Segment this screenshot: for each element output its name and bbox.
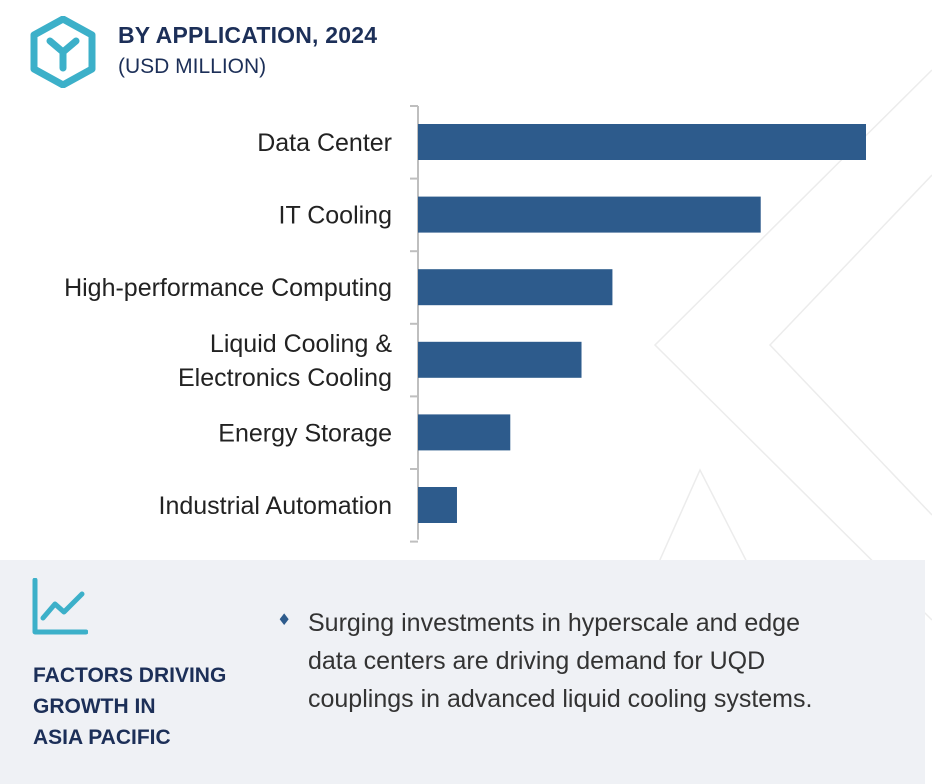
- trend-chart-icon: [32, 578, 88, 635]
- category-labels: Data Center IT Cooling High-performance Co…: [64, 129, 392, 520]
- bars: [418, 124, 866, 523]
- bar: [418, 487, 457, 523]
- category-label: Industrial Automation: [159, 492, 392, 520]
- category-label: Energy Storage: [218, 419, 392, 447]
- bar: [418, 269, 613, 306]
- bar-chart: Data Center IT Cooling High-performance Co…: [64, 105, 866, 543]
- y-axis: [410, 105, 419, 543]
- category-label: Liquid Cooling &: [210, 330, 392, 358]
- chart-title: BY APPLICATION, 2024: [118, 22, 378, 48]
- category-label: Electronics Cooling: [178, 364, 392, 392]
- factors-panel: [0, 560, 925, 784]
- bar: [418, 341, 582, 378]
- bar: [418, 196, 761, 233]
- factors-heading: FACTORS DRIVING GROWTH IN ASIA PACIFIC: [33, 664, 227, 749]
- category-label: IT Cooling: [279, 202, 393, 230]
- hexagon-y-logo-icon: [30, 16, 96, 88]
- category-label: High-performance Computing: [64, 274, 392, 302]
- chart-subtitle: (USD MILLION): [118, 55, 267, 78]
- bar: [418, 414, 511, 451]
- diamond-bullet-icon: ♦: [277, 610, 292, 629]
- growth-factor-text: Surging investments in hyperscale and ed…: [308, 609, 813, 713]
- category-label: Data Center: [257, 129, 392, 157]
- bar: [418, 124, 866, 160]
